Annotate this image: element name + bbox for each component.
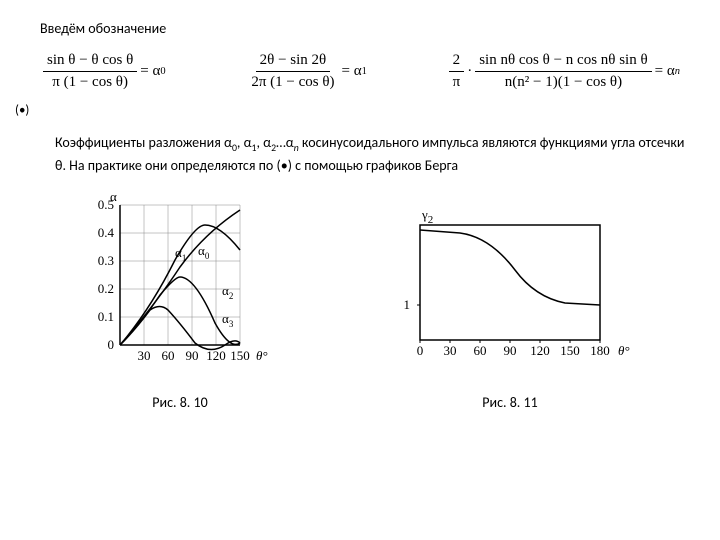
chart2-caption: Рис. 8. 11 xyxy=(482,394,537,411)
c1-xt3: 120 xyxy=(206,348,226,363)
c1-yt5: 0 xyxy=(108,337,115,352)
c1-xlabel: θ° xyxy=(256,348,268,363)
chart2-block: 1 γ2 0 30 60 90 120 150 180 xyxy=(380,195,640,411)
c1-ylabel: α xyxy=(110,195,117,204)
lbl-a3: α3 xyxy=(222,311,234,329)
formula-row: sin θ − θ cos θ π (1 − cos θ) = α0 2θ − … xyxy=(30,52,690,91)
f0-num: sin θ − θ cos θ xyxy=(43,52,137,72)
f1-num: 2θ − sin 2θ xyxy=(256,52,331,72)
lbl-a0: α0 xyxy=(198,243,210,261)
c1-xt2: 90 xyxy=(186,348,199,363)
charts-row: 0.5 0.4 0.3 0.2 0.1 0 30 60 90 120 150 α… xyxy=(30,195,690,411)
fn-prenum: 2 xyxy=(449,52,465,72)
chart1-block: 0.5 0.4 0.3 0.2 0.1 0 30 60 90 120 150 α… xyxy=(80,195,280,411)
c2-xt5: 150 xyxy=(560,343,580,358)
c2-xt2: 60 xyxy=(474,343,487,358)
f1-den: 2π (1 − cos θ) xyxy=(247,72,338,91)
bullet-marker: (•) xyxy=(15,103,690,118)
body-paragraph: Коэффициенты разложения α0, α1, α2…αn ко… xyxy=(55,133,690,175)
body-dots: …α xyxy=(276,134,294,151)
formula-alpha1: 2θ − sin 2θ 2π (1 − cos θ) = α1 xyxy=(244,52,367,91)
f1-sub: 1 xyxy=(362,66,367,77)
chart2-svg: 1 γ2 0 30 60 90 120 150 180 xyxy=(380,195,640,375)
fn-sub: n xyxy=(675,66,680,77)
c1-xt1: 60 xyxy=(162,348,175,363)
c2-xlabel: θ° xyxy=(618,343,630,358)
formula-alphan: 2 π · sin nθ cos θ − n cos nθ sin θ n(n²… xyxy=(446,52,680,91)
c1-yt3: 0.2 xyxy=(98,281,114,296)
c1-yt4: 0.1 xyxy=(98,309,114,324)
curve-gamma2 xyxy=(420,230,600,305)
chart1-container: 0.5 0.4 0.3 0.2 0.1 0 30 60 90 120 150 α… xyxy=(80,195,280,379)
chart2-container: 1 γ2 0 30 60 90 120 150 180 xyxy=(380,195,640,379)
c1-yt2: 0.3 xyxy=(98,253,114,268)
c1-yt1: 0.4 xyxy=(98,225,115,240)
f1-eq: = α xyxy=(342,63,362,80)
intro-text: Введём обозначение xyxy=(40,20,690,37)
c2-xt4: 120 xyxy=(530,343,550,358)
body-c1: , α xyxy=(237,134,252,151)
body-c2: , α xyxy=(257,134,272,151)
lbl-a2: α2 xyxy=(222,283,233,301)
c2-ylabeltop: γ2 xyxy=(421,207,433,226)
c1-xt4: 150 xyxy=(230,348,250,363)
c2-xt1: 30 xyxy=(444,343,457,358)
fn-eq: = α xyxy=(655,63,675,80)
c2-xt3: 90 xyxy=(504,343,517,358)
c2-xt6: 180 xyxy=(590,343,610,358)
formula-alpha0: sin θ − θ cos θ π (1 − cos θ) = α0 xyxy=(40,52,166,91)
fn-num: sin nθ cos θ − n cos nθ sin θ xyxy=(475,52,651,72)
f0-sub: 0 xyxy=(160,66,165,77)
c2-xt0: 0 xyxy=(417,343,424,358)
c2-ytick1: 1 xyxy=(404,297,411,312)
chart1-caption: Рис. 8. 10 xyxy=(152,394,207,411)
f0-eq: = α xyxy=(140,63,160,80)
fn-dot: · xyxy=(467,63,472,80)
c1-xt0: 30 xyxy=(138,348,151,363)
chart1-svg: 0.5 0.4 0.3 0.2 0.1 0 30 60 90 120 150 α… xyxy=(80,195,280,375)
f0-den: π (1 − cos θ) xyxy=(48,72,132,91)
body-p1: Коэффициенты разложения α xyxy=(55,134,232,151)
fn-preden: π xyxy=(449,72,465,91)
lbl-a1: α1 xyxy=(175,245,186,263)
fn-den: n(n² − 1)(1 − cos θ) xyxy=(501,72,626,91)
